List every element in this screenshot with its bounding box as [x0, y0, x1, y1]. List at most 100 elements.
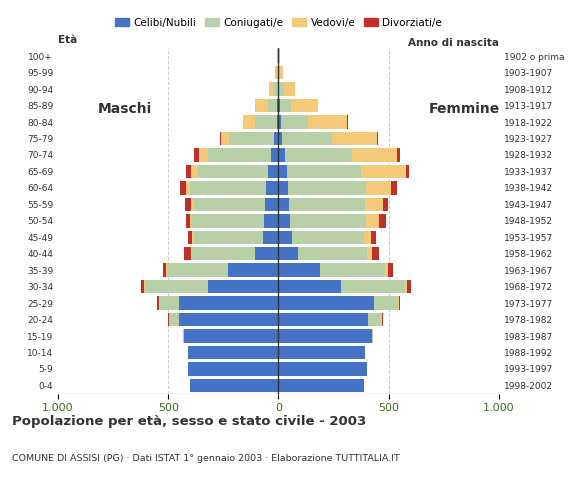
- Bar: [282, 132, 332, 145]
- Bar: [278, 329, 372, 343]
- Bar: [352, 148, 397, 162]
- Bar: [263, 230, 278, 244]
- Bar: [278, 165, 287, 178]
- Bar: [361, 165, 406, 178]
- Bar: [366, 214, 379, 228]
- Bar: [157, 296, 159, 310]
- Bar: [193, 247, 255, 261]
- Bar: [278, 181, 288, 194]
- Bar: [268, 99, 277, 112]
- Bar: [228, 264, 278, 277]
- Bar: [268, 165, 278, 178]
- Bar: [371, 230, 376, 244]
- Bar: [277, 66, 278, 79]
- Bar: [281, 115, 308, 129]
- Bar: [368, 313, 381, 326]
- Bar: [160, 296, 179, 310]
- Bar: [291, 99, 318, 112]
- Bar: [264, 214, 278, 228]
- Bar: [278, 296, 374, 310]
- Bar: [366, 181, 392, 194]
- Bar: [285, 148, 352, 162]
- Bar: [190, 379, 278, 392]
- Bar: [381, 313, 382, 326]
- Bar: [255, 99, 268, 112]
- Bar: [184, 198, 191, 211]
- Bar: [279, 66, 280, 79]
- Bar: [278, 99, 280, 112]
- Bar: [347, 115, 348, 129]
- Bar: [399, 296, 400, 310]
- Bar: [280, 99, 291, 112]
- Bar: [255, 115, 277, 129]
- Bar: [298, 247, 367, 261]
- Bar: [383, 198, 388, 211]
- Text: COMUNE DI ASSISI (PG) · Dati ISTAT 1° gennaio 2003 · Elaborazione TUTTITALIA.IT: COMUNE DI ASSISI (PG) · Dati ISTAT 1° ge…: [12, 454, 400, 463]
- Bar: [407, 280, 411, 293]
- Bar: [166, 264, 167, 277]
- Bar: [405, 280, 407, 293]
- Bar: [278, 264, 320, 277]
- Bar: [191, 214, 264, 228]
- Text: Maschi: Maschi: [97, 102, 152, 116]
- Bar: [208, 280, 278, 293]
- Bar: [274, 83, 278, 96]
- Bar: [278, 198, 289, 211]
- Bar: [278, 313, 368, 326]
- Text: Età: Età: [58, 35, 77, 45]
- Bar: [188, 346, 278, 359]
- Bar: [279, 49, 280, 63]
- Bar: [278, 115, 281, 129]
- Bar: [184, 329, 278, 343]
- Bar: [198, 165, 268, 178]
- Bar: [278, 132, 282, 145]
- Bar: [191, 165, 198, 178]
- Bar: [186, 181, 190, 194]
- Bar: [194, 148, 198, 162]
- Bar: [269, 83, 274, 96]
- Bar: [277, 115, 278, 129]
- Bar: [398, 296, 399, 310]
- Bar: [406, 165, 409, 178]
- Bar: [292, 230, 364, 244]
- Bar: [320, 264, 385, 277]
- Bar: [280, 66, 283, 79]
- Bar: [198, 148, 208, 162]
- Bar: [142, 280, 144, 293]
- Bar: [278, 280, 341, 293]
- Bar: [278, 362, 367, 376]
- Bar: [243, 115, 255, 129]
- Bar: [365, 198, 383, 211]
- Bar: [277, 99, 278, 112]
- Bar: [194, 230, 263, 244]
- Bar: [169, 313, 179, 326]
- Bar: [191, 198, 194, 211]
- Bar: [288, 181, 366, 194]
- Bar: [188, 230, 193, 244]
- Bar: [144, 280, 145, 293]
- Bar: [278, 230, 292, 244]
- Bar: [280, 83, 284, 96]
- Bar: [179, 296, 278, 310]
- Bar: [278, 247, 298, 261]
- Bar: [377, 132, 378, 145]
- Bar: [186, 214, 190, 228]
- Bar: [389, 264, 393, 277]
- Bar: [184, 247, 191, 261]
- Bar: [229, 132, 274, 145]
- Text: Femmine: Femmine: [428, 102, 499, 116]
- Bar: [274, 132, 278, 145]
- Bar: [164, 264, 166, 277]
- Bar: [194, 198, 265, 211]
- Bar: [278, 379, 364, 392]
- Bar: [187, 165, 191, 178]
- Bar: [145, 280, 208, 293]
- Bar: [397, 148, 400, 162]
- Bar: [180, 181, 186, 194]
- Bar: [385, 264, 389, 277]
- Bar: [392, 181, 397, 194]
- Bar: [179, 313, 278, 326]
- Bar: [208, 148, 271, 162]
- Bar: [341, 280, 405, 293]
- Bar: [275, 66, 277, 79]
